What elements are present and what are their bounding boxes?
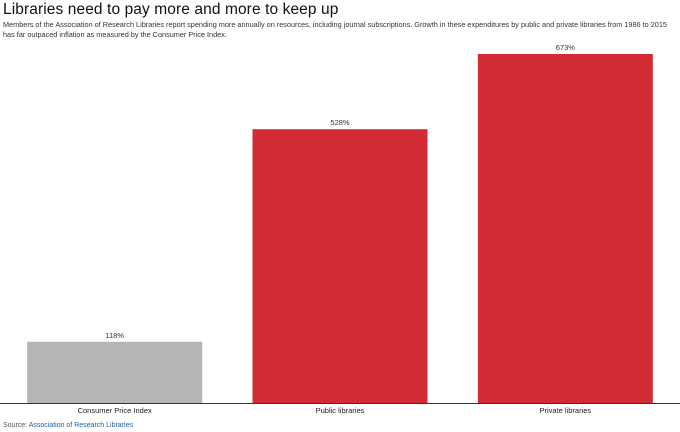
source-prefix: Source: [3,422,29,429]
category-label-private-libraries: Private libraries [539,406,591,415]
data-label-public-libraries: 528% [330,118,350,127]
category-label-consumer-price-index: Consumer Price Index [78,406,152,415]
source-note: Source: Association of Research Librarie… [3,422,133,429]
data-label-private-libraries: 673% [556,43,576,52]
chart-subtitle: Members of the Association of Research L… [3,20,667,40]
bar-private-libraries [477,54,653,403]
data-label-consumer-price-index: 118% [105,331,124,340]
bar-public-libraries [252,129,428,403]
category-label-public-libraries: Public libraries [316,406,365,415]
bar-consumer-price-index [27,341,203,403]
source-link[interactable]: Association of Research Libraries [28,422,133,429]
chart-title: Libraries need to pay more and more to k… [3,1,339,18]
